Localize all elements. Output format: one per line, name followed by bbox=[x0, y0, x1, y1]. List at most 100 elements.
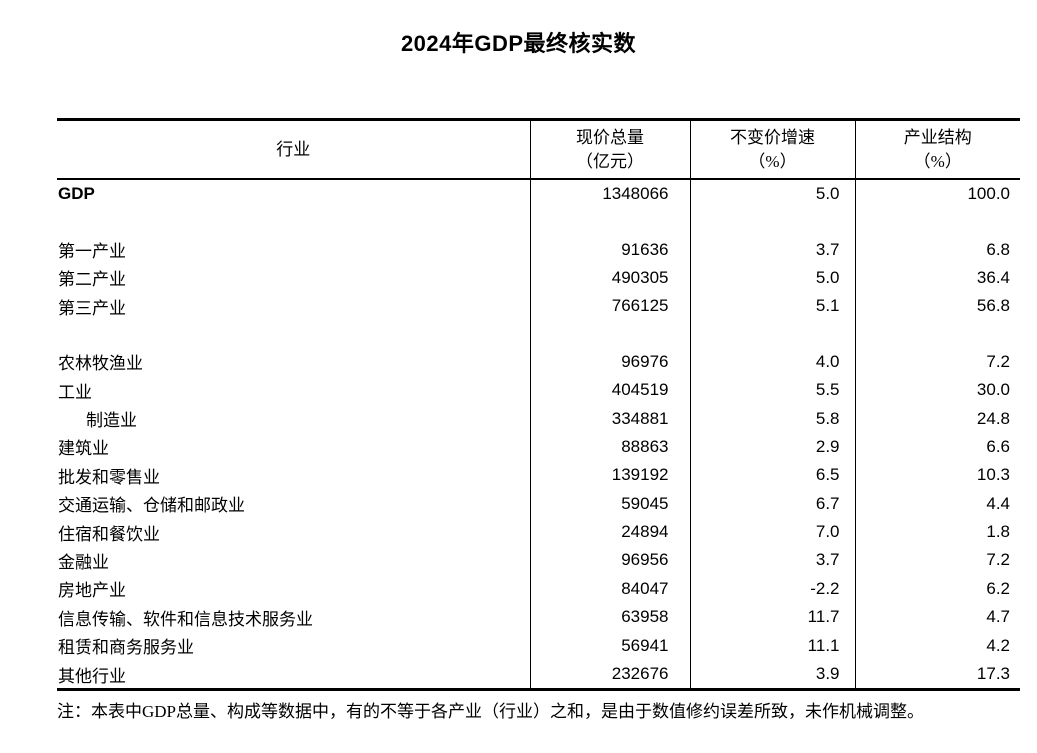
value-cell: 11.7 bbox=[689, 603, 855, 632]
gdp-table-header: 行业 现价总量 （亿元） 不变价增速 （%） 产业结构 （%） bbox=[57, 119, 1020, 180]
value-cell: 5.0 bbox=[689, 263, 855, 293]
row-label-cell bbox=[57, 208, 530, 235]
value-cell: 5.8 bbox=[689, 404, 855, 433]
row-label-cell: 第一产业 bbox=[58, 242, 126, 262]
value-cell: 96956 bbox=[529, 546, 690, 575]
value-cell: 100.0 bbox=[854, 179, 1020, 209]
table-row: 房地产业 84047 -2.2 6.2 bbox=[57, 574, 1020, 604]
col-header-industry-structure: 产业结构 （%） bbox=[854, 119, 1020, 180]
value-cell: 6.8 bbox=[854, 235, 1020, 264]
table-row: 第三产业 766125 5.1 56.8 bbox=[57, 292, 1020, 321]
value-cell: 7.2 bbox=[854, 546, 1020, 575]
value-cell: 4.7 bbox=[854, 603, 1020, 632]
table-row: 制造业 334881 5.8 24.8 bbox=[57, 404, 1020, 433]
col-header-growth-rate-label: 不变价增速 bbox=[730, 127, 815, 147]
col-header-current-price-label: 现价总量 bbox=[576, 127, 644, 147]
value-cell: 7.2 bbox=[854, 347, 1020, 376]
value-cell: 4.0 bbox=[689, 347, 855, 376]
value-cell bbox=[689, 320, 855, 348]
row-label-cell: 其他行业 bbox=[58, 666, 126, 686]
table-row: 其他行业 232676 3.9 17.3 bbox=[57, 659, 1020, 690]
col-header-current-price-unit: （亿元） bbox=[576, 151, 644, 171]
value-cell: 88863 bbox=[529, 432, 690, 462]
value-cell: 59045 bbox=[529, 489, 690, 518]
value-cell: 7.0 bbox=[689, 517, 855, 547]
table-row: 金融业 96956 3.7 7.2 bbox=[57, 546, 1020, 575]
row-label-cell: 信息传输、软件和信息技术服务业 bbox=[58, 609, 313, 629]
table-row: 交通运输、仓储和邮政业 59045 6.7 4.4 bbox=[57, 489, 1020, 518]
table-row: 租赁和商务服务业 56941 11.1 4.2 bbox=[57, 631, 1020, 660]
col-header-industry-structure-label: 产业结构 bbox=[903, 127, 972, 147]
value-cell: 3.7 bbox=[689, 235, 855, 264]
page-title: 2024年GDP最终核实数 bbox=[400, 31, 637, 56]
value-cell: -2.2 bbox=[689, 574, 855, 604]
value-cell: 6.6 bbox=[854, 432, 1020, 462]
value-cell: 24894 bbox=[529, 517, 690, 547]
value-cell: 139192 bbox=[529, 461, 690, 490]
row-label-cell: 金融业 bbox=[58, 552, 109, 572]
value-cell bbox=[854, 208, 1020, 236]
value-cell: 1348066 bbox=[529, 179, 690, 209]
col-header-industry-label: 行业 bbox=[276, 139, 311, 159]
row-label-cell: 第三产业 bbox=[58, 298, 126, 318]
row-label-cell: 建筑业 bbox=[58, 439, 109, 459]
col-header-industry-structure-unit: （%） bbox=[913, 151, 962, 171]
value-cell: 4.2 bbox=[854, 631, 1020, 660]
value-cell: 56941 bbox=[529, 631, 690, 660]
value-cell: 3.9 bbox=[689, 659, 855, 690]
value-cell bbox=[529, 320, 690, 348]
table-spacer-row bbox=[57, 208, 1020, 236]
value-cell: 11.1 bbox=[689, 631, 855, 660]
value-cell: 6.7 bbox=[689, 489, 855, 518]
value-cell: 5.5 bbox=[689, 375, 855, 405]
value-cell: 404519 bbox=[529, 375, 690, 405]
value-cell: 334881 bbox=[529, 404, 690, 433]
row-label-cell: 制造业 bbox=[86, 411, 137, 431]
col-header-industry: 行业 bbox=[57, 119, 530, 180]
row-label-cell: 批发和零售业 bbox=[58, 467, 160, 487]
col-header-growth-rate: 不变价增速 （%） bbox=[689, 119, 855, 180]
row-label-cell bbox=[57, 321, 530, 348]
value-cell: 3.7 bbox=[689, 546, 855, 575]
row-label-cell: 交通运输、仓储和邮政业 bbox=[58, 496, 245, 516]
value-cell: 84047 bbox=[529, 574, 690, 604]
table-row: 工业 404519 5.5 30.0 bbox=[57, 375, 1020, 405]
value-cell: 91636 bbox=[529, 235, 690, 264]
value-cell: 232676 bbox=[529, 659, 690, 690]
value-cell: 30.0 bbox=[854, 375, 1020, 405]
value-cell bbox=[529, 208, 690, 236]
row-label-cell: GDP bbox=[58, 184, 95, 204]
value-cell: 490305 bbox=[529, 263, 690, 293]
table-spacer-row bbox=[57, 320, 1020, 348]
value-cell: 1.8 bbox=[854, 517, 1020, 547]
row-label-cell: 第二产业 bbox=[58, 270, 126, 290]
col-header-growth-rate-unit: （%） bbox=[748, 151, 797, 171]
value-cell: 10.3 bbox=[854, 461, 1020, 490]
row-label-cell: 工业 bbox=[58, 382, 92, 402]
value-cell: 6.2 bbox=[854, 574, 1020, 604]
row-label-cell: 房地产业 bbox=[58, 581, 126, 601]
table-row: 住宿和餐饮业 24894 7.0 1.8 bbox=[57, 517, 1020, 547]
value-cell: 5.1 bbox=[689, 292, 855, 321]
value-cell: 6.5 bbox=[689, 461, 855, 490]
value-cell: 17.3 bbox=[854, 659, 1020, 690]
col-header-current-price: 现价总量 （亿元） bbox=[529, 119, 690, 180]
value-cell: 766125 bbox=[529, 292, 690, 321]
value-cell: 36.4 bbox=[854, 263, 1020, 293]
value-cell: 96976 bbox=[529, 347, 690, 376]
header-row: 行业 现价总量 （亿元） 不变价增速 （%） 产业结构 （%） bbox=[57, 119, 1020, 180]
table-note: 注：本表中GDP总量、构成等数据中，有的不等于各产业（行业）之和，是由于数值修约… bbox=[57, 702, 925, 722]
value-cell: 63958 bbox=[529, 603, 690, 632]
row-label-cell: 住宿和餐饮业 bbox=[58, 524, 160, 544]
table-row: 第二产业 490305 5.0 36.4 bbox=[57, 263, 1020, 293]
table-row: GDP 1348066 5.0 100.0 bbox=[57, 179, 1020, 209]
value-cell bbox=[689, 208, 855, 236]
value-cell: 56.8 bbox=[854, 292, 1020, 321]
table-row: 建筑业 88863 2.9 6.6 bbox=[57, 432, 1020, 462]
row-label-cell: 租赁和商务服务业 bbox=[58, 638, 194, 658]
value-cell: 24.8 bbox=[854, 404, 1020, 433]
value-cell: 4.4 bbox=[854, 489, 1020, 518]
value-cell: 2.9 bbox=[689, 432, 855, 462]
gdp-table: 行业 现价总量 （亿元） 不变价增速 （%） 产业结构 （%） GDP 13480… bbox=[57, 118, 1020, 692]
value-cell: 5.0 bbox=[689, 179, 855, 209]
